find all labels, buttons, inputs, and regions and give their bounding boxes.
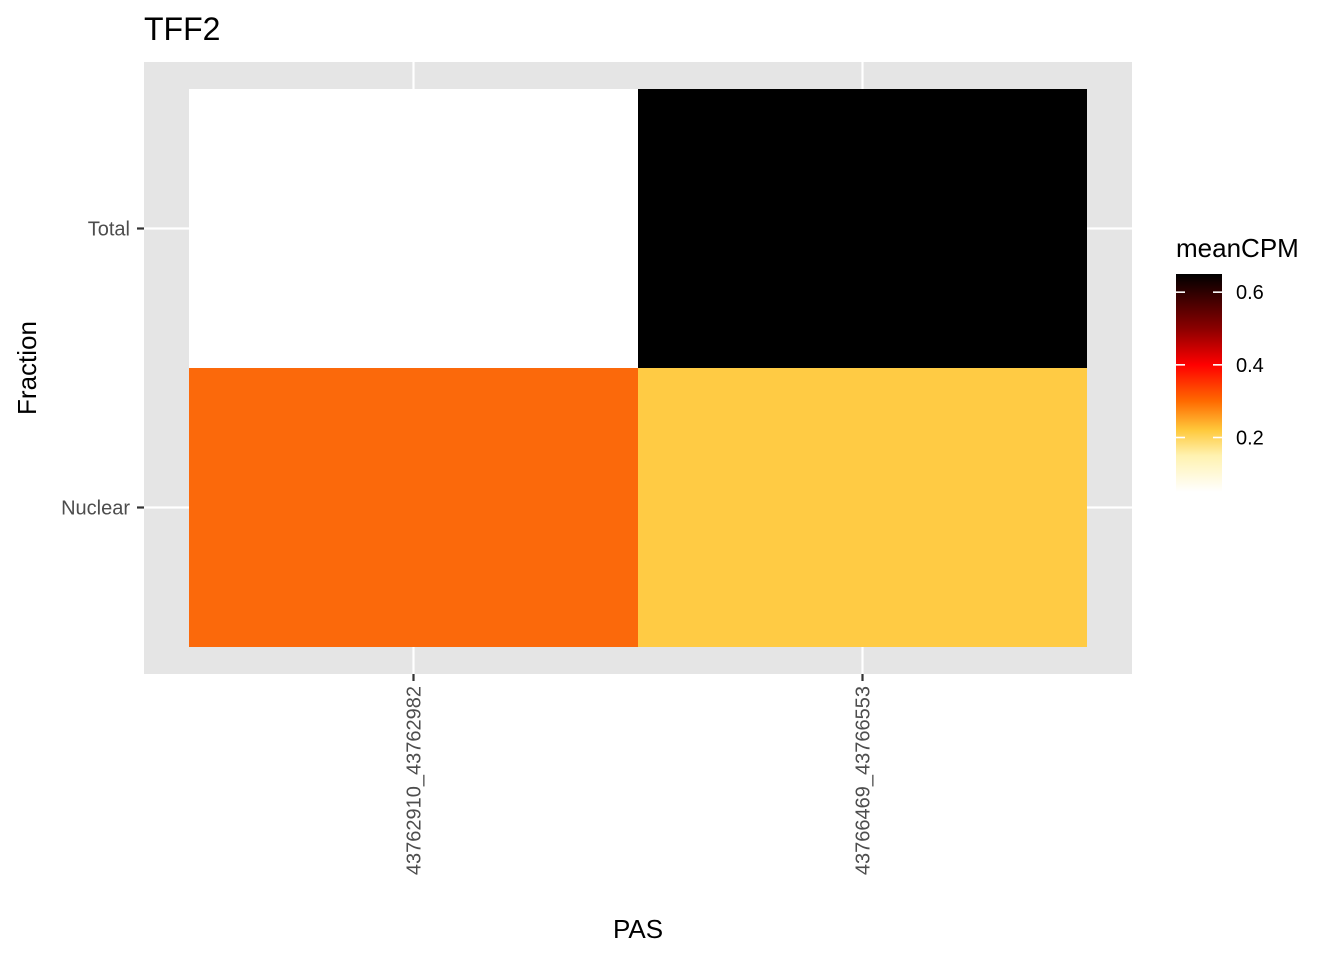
y-tick-label: Nuclear [61,498,130,520]
legend-tick-label: 0.6 [1236,282,1264,304]
legend-title: meanCPM [1176,233,1299,263]
y-axis-title: Fraction [12,321,42,415]
x-axis: 43762910_43762982 43766469_43766553 [404,674,875,875]
x-tick-label: 43766469_43766553 [853,686,875,875]
legend-colorbar [1176,274,1222,492]
heatmap-cell [638,368,1087,647]
heatmap-cells [189,89,1087,647]
heatmap-cell [189,89,638,368]
chart-title: TFF2 [144,11,220,47]
heatmap-cell [189,368,638,647]
y-axis: Total Nuclear [61,219,144,520]
legend-tick-label: 0.2 [1236,428,1264,450]
y-tick-label: Total [88,219,130,241]
heatmap-cell [638,89,1087,368]
x-axis-title: PAS [613,914,663,944]
legend: meanCPM 0.2 0.4 0.6 [1176,233,1299,492]
legend-ticks: 0.2 0.4 0.6 [1176,282,1264,450]
legend-tick-label: 0.4 [1236,355,1264,377]
x-tick-label: 43762910_43762982 [404,686,426,875]
